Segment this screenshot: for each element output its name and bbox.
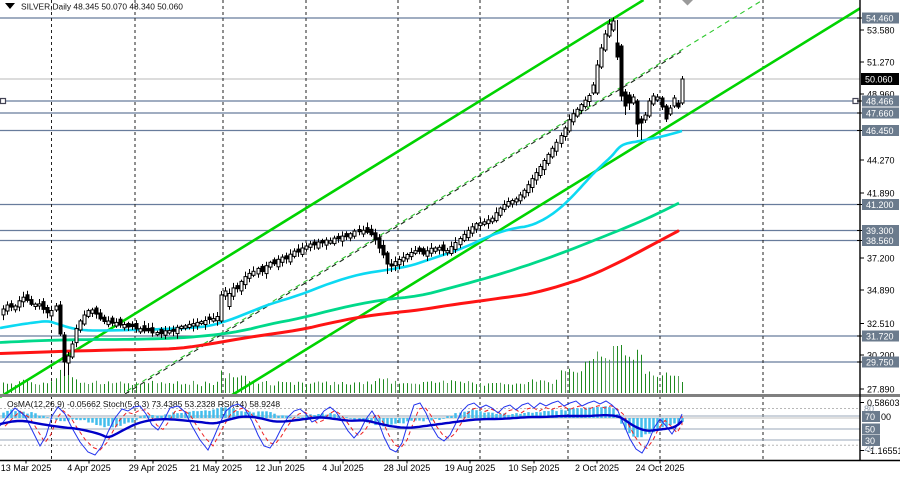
svg-text:21 May 2025: 21 May 2025 [190, 463, 242, 473]
svg-text:32.510: 32.510 [867, 319, 895, 329]
svg-text:27.890: 27.890 [867, 385, 895, 395]
svg-text:51.270: 51.270 [867, 58, 895, 68]
svg-text:30: 30 [865, 436, 875, 446]
svg-text:48.466: 48.466 [866, 97, 894, 107]
svg-text:48.960: 48.960 [867, 90, 895, 100]
svg-text:SILVER,Daily 48.345 50.070 48: SILVER,Daily 48.345 50.070 48.340 50.060 [21, 2, 183, 12]
svg-text:31.720: 31.720 [866, 332, 894, 342]
svg-text:50: 50 [865, 425, 875, 435]
svg-text:4 Jul 2025: 4 Jul 2025 [322, 463, 364, 473]
svg-text:28 Jul 2025: 28 Jul 2025 [384, 463, 431, 473]
svg-text:20: 20 [864, 443, 874, 453]
svg-text:19 Aug 2025: 19 Aug 2025 [445, 463, 496, 473]
svg-text:13 Mar 2025: 13 Mar 2025 [1, 463, 52, 473]
svg-text:34.890: 34.890 [867, 286, 895, 296]
svg-text:0.58603: 0.58603 [867, 398, 900, 408]
svg-text:80: 80 [864, 404, 874, 414]
svg-text:29 Apr 2025: 29 Apr 2025 [129, 463, 178, 473]
svg-text:41.890: 41.890 [867, 189, 895, 199]
svg-text:53.580: 53.580 [867, 26, 895, 36]
svg-text:41.200: 41.200 [866, 200, 894, 210]
svg-text:44.270: 44.270 [867, 156, 895, 166]
svg-text:46.450: 46.450 [866, 126, 894, 136]
svg-text:39.300: 39.300 [866, 226, 894, 236]
svg-text:54.460: 54.460 [866, 14, 894, 24]
svg-text:70: 70 [865, 412, 875, 422]
svg-text:12 Jun 2025: 12 Jun 2025 [255, 463, 305, 473]
svg-text:10 Sep 2025: 10 Sep 2025 [508, 463, 559, 473]
svg-text:2 Oct 2025: 2 Oct 2025 [575, 463, 619, 473]
svg-text:-1.16551: -1.16551 [867, 446, 900, 456]
svg-text:OsMA(12,26,9) -0.05662 Stoch(: OsMA(12,26,9) -0.05662 Stoch(5,3,3) 73.4… [7, 399, 280, 409]
svg-text:50.060: 50.060 [865, 75, 893, 85]
svg-text:38.560: 38.560 [866, 236, 894, 246]
svg-text:30.200: 30.200 [867, 351, 895, 361]
svg-text:47.660: 47.660 [866, 109, 894, 119]
svg-text:37.200: 37.200 [867, 254, 895, 264]
svg-text:29.750: 29.750 [866, 358, 894, 368]
svg-text:24 Oct 2025: 24 Oct 2025 [635, 463, 684, 473]
svg-text:00: 00 [881, 412, 891, 422]
svg-text:4 Apr 2025: 4 Apr 2025 [67, 463, 111, 473]
